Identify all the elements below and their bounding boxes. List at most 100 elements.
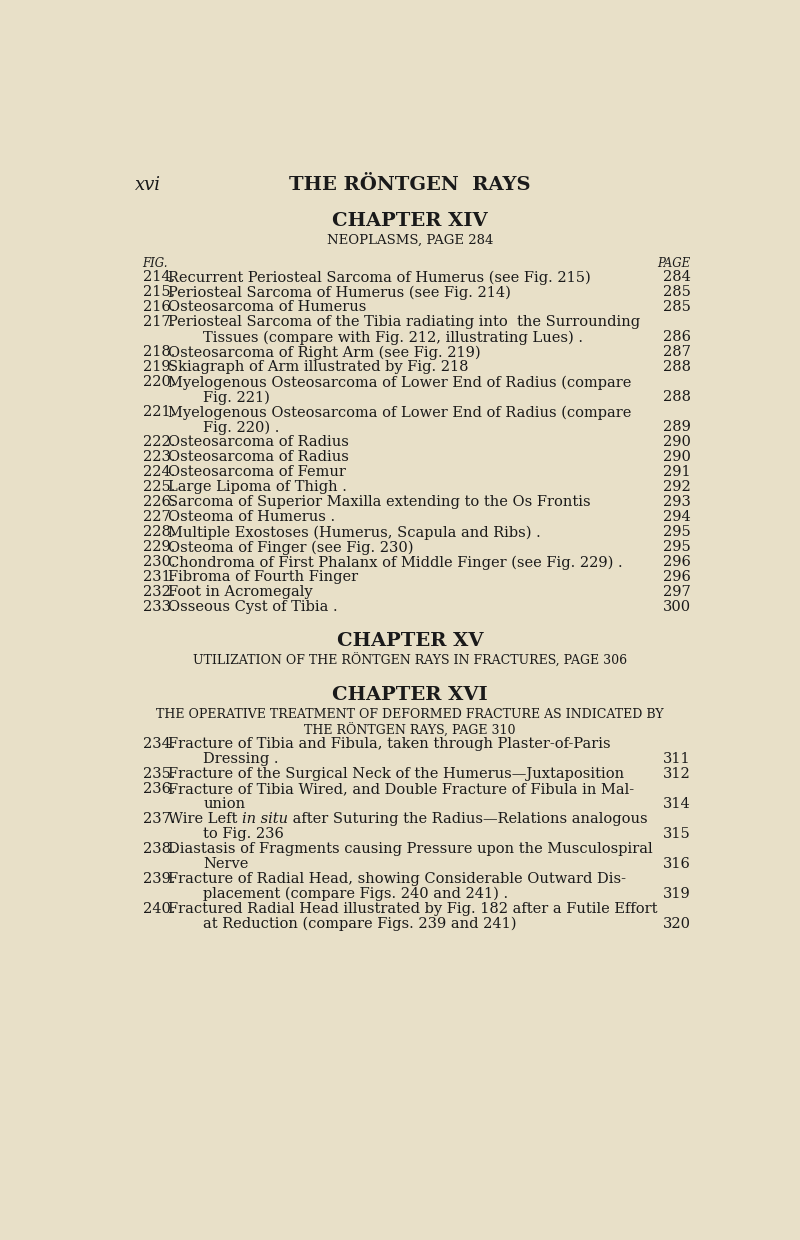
Text: Fracture of Radial Head, showing Considerable Outward Dis-: Fracture of Radial Head, showing Conside…	[168, 872, 626, 885]
Text: Recurrent Periosteal Sarcoma of Humerus (see Fig. 215): Recurrent Periosteal Sarcoma of Humerus …	[168, 270, 591, 284]
Text: 238.: 238.	[142, 842, 175, 856]
Text: Fig. 221): Fig. 221)	[203, 391, 270, 404]
Text: Wire Left: Wire Left	[168, 812, 242, 826]
Text: 296: 296	[662, 556, 690, 569]
Text: THE RÖNTGEN  RAYS: THE RÖNTGEN RAYS	[290, 176, 530, 193]
Text: 295: 295	[662, 541, 690, 554]
Text: 220.: 220.	[142, 376, 175, 389]
Text: 312: 312	[662, 766, 690, 781]
Text: Periosteal Sarcoma of Humerus (see Fig. 214): Periosteal Sarcoma of Humerus (see Fig. …	[168, 285, 511, 300]
Text: Osseous Cyst of Tibia .: Osseous Cyst of Tibia .	[168, 600, 338, 615]
Text: 237.: 237.	[142, 812, 175, 826]
Text: 236.: 236.	[142, 781, 175, 796]
Text: CHAPTER XVI: CHAPTER XVI	[332, 686, 488, 704]
Text: THE OPERATIVE TREATMENT OF DEFORMED FRACTURE AS INDICATED BY: THE OPERATIVE TREATMENT OF DEFORMED FRAC…	[156, 708, 664, 720]
Text: 222.: 222.	[142, 435, 175, 449]
Text: Fibroma of Fourth Finger: Fibroma of Fourth Finger	[168, 570, 358, 584]
Text: Osteoma of Finger (see Fig. 230): Osteoma of Finger (see Fig. 230)	[168, 541, 414, 554]
Text: after Suturing the Radius—Relations analogous: after Suturing the Radius—Relations anal…	[288, 812, 648, 826]
Text: 214.: 214.	[142, 270, 175, 284]
Text: 227.: 227.	[142, 511, 175, 525]
Text: Fig. 220) .: Fig. 220) .	[203, 420, 279, 435]
Text: FIG.: FIG.	[142, 257, 168, 269]
Text: Skiagraph of Arm illustrated by Fig. 218: Skiagraph of Arm illustrated by Fig. 218	[168, 360, 469, 374]
Text: 217.: 217.	[142, 315, 175, 329]
Text: 225.: 225.	[142, 480, 175, 495]
Text: 297: 297	[662, 585, 690, 599]
Text: Fracture of Tibia Wired, and Double Fracture of Fibula in Mal-: Fracture of Tibia Wired, and Double Frac…	[168, 781, 634, 796]
Text: 226.: 226.	[142, 495, 175, 510]
Text: 296: 296	[662, 570, 690, 584]
Text: Foot in Acromegaly: Foot in Acromegaly	[168, 585, 313, 599]
Text: 285: 285	[662, 285, 690, 299]
Text: Fracture of Tibia and Fibula, taken through Plaster-of-Paris: Fracture of Tibia and Fibula, taken thro…	[168, 737, 611, 750]
Text: 216.: 216.	[142, 300, 175, 314]
Text: 221.: 221.	[142, 405, 175, 419]
Text: Nerve: Nerve	[203, 857, 249, 870]
Text: in situ: in situ	[242, 812, 288, 826]
Text: Dressing .: Dressing .	[203, 751, 278, 766]
Text: 311: 311	[663, 751, 690, 766]
Text: 230.: 230.	[142, 556, 175, 569]
Text: 219.: 219.	[142, 360, 175, 374]
Text: CHAPTER XV: CHAPTER XV	[337, 632, 483, 651]
Text: 239.: 239.	[142, 872, 175, 885]
Text: xvi: xvi	[135, 176, 161, 193]
Text: 224.: 224.	[142, 465, 175, 480]
Text: Myelogenous Osteosarcoma of Lower End of Radius (compare: Myelogenous Osteosarcoma of Lower End of…	[168, 376, 631, 389]
Text: NEOPLASMS, PAGE 284: NEOPLASMS, PAGE 284	[327, 233, 493, 247]
Text: 284: 284	[662, 270, 690, 284]
Text: 290: 290	[662, 435, 690, 449]
Text: 295: 295	[662, 526, 690, 539]
Text: UTILIZATION OF THE RÖNTGEN RAYS IN FRACTURES, PAGE 306: UTILIZATION OF THE RÖNTGEN RAYS IN FRACT…	[193, 653, 627, 668]
Text: 292: 292	[662, 480, 690, 495]
Text: 235.: 235.	[142, 766, 175, 781]
Text: 286: 286	[662, 330, 690, 345]
Text: 232.: 232.	[142, 585, 175, 599]
Text: 290: 290	[662, 450, 690, 464]
Text: Osteosarcoma of Radius: Osteosarcoma of Radius	[168, 435, 349, 449]
Text: 218.: 218.	[142, 345, 175, 360]
Text: Periosteal Sarcoma of the Tibia radiating into  the Surrounding: Periosteal Sarcoma of the Tibia radiatin…	[168, 315, 640, 329]
Text: PAGE: PAGE	[658, 257, 690, 269]
Text: placement (compare Figs. 240 and 241) .: placement (compare Figs. 240 and 241) .	[203, 887, 508, 901]
Text: Fractured Radial Head illustrated by Fig. 182 after a Futile Effort: Fractured Radial Head illustrated by Fig…	[168, 901, 658, 916]
Text: 293: 293	[662, 495, 690, 510]
Text: 294: 294	[662, 511, 690, 525]
Text: 289: 289	[662, 420, 690, 434]
Text: 288: 288	[662, 360, 690, 374]
Text: Osteosarcoma of Humerus: Osteosarcoma of Humerus	[168, 300, 366, 314]
Text: Large Lipoma of Thigh .: Large Lipoma of Thigh .	[168, 480, 347, 495]
Text: Tissues (compare with Fig. 212, illustrating Lues) .: Tissues (compare with Fig. 212, illustra…	[203, 330, 583, 345]
Text: 285: 285	[662, 300, 690, 314]
Text: union: union	[203, 797, 245, 811]
Text: 240.: 240.	[142, 901, 175, 916]
Text: 229.: 229.	[142, 541, 175, 554]
Text: 320: 320	[662, 916, 690, 931]
Text: 223.: 223.	[142, 450, 175, 464]
Text: 300: 300	[662, 600, 690, 615]
Text: Chondroma of First Phalanx of Middle Finger (see Fig. 229) .: Chondroma of First Phalanx of Middle Fin…	[168, 556, 623, 570]
Text: 233.: 233.	[142, 600, 175, 615]
Text: Osteosarcoma of Right Arm (see Fig. 219): Osteosarcoma of Right Arm (see Fig. 219)	[168, 345, 481, 360]
Text: Fracture of the Surgical Neck of the Humerus—Juxtaposition: Fracture of the Surgical Neck of the Hum…	[168, 766, 624, 781]
Text: CHAPTER XIV: CHAPTER XIV	[332, 212, 488, 229]
Text: Osteosarcoma of Femur: Osteosarcoma of Femur	[168, 465, 346, 480]
Text: to Fig. 236: to Fig. 236	[203, 827, 284, 841]
Text: Osteoma of Humerus .: Osteoma of Humerus .	[168, 511, 335, 525]
Text: 215.: 215.	[142, 285, 175, 299]
Text: Diastasis of Fragments causing Pressure upon the Musculospiral: Diastasis of Fragments causing Pressure …	[168, 842, 653, 856]
Text: 234.: 234.	[142, 737, 175, 750]
Text: 315: 315	[662, 827, 690, 841]
Text: 316: 316	[662, 857, 690, 870]
Text: THE RÖNTGEN RAYS, PAGE 310: THE RÖNTGEN RAYS, PAGE 310	[304, 723, 516, 738]
Text: 287: 287	[662, 345, 690, 360]
Text: 314: 314	[662, 797, 690, 811]
Text: 288: 288	[662, 391, 690, 404]
Text: 319: 319	[662, 887, 690, 901]
Text: 291: 291	[663, 465, 690, 480]
Text: at Reduction (compare Figs. 239 and 241): at Reduction (compare Figs. 239 and 241)	[203, 916, 517, 931]
Text: 231.: 231.	[142, 570, 175, 584]
Text: Multiple Exostoses (Humerus, Scapula and Ribs) .: Multiple Exostoses (Humerus, Scapula and…	[168, 526, 541, 539]
Text: 228.: 228.	[142, 526, 175, 539]
